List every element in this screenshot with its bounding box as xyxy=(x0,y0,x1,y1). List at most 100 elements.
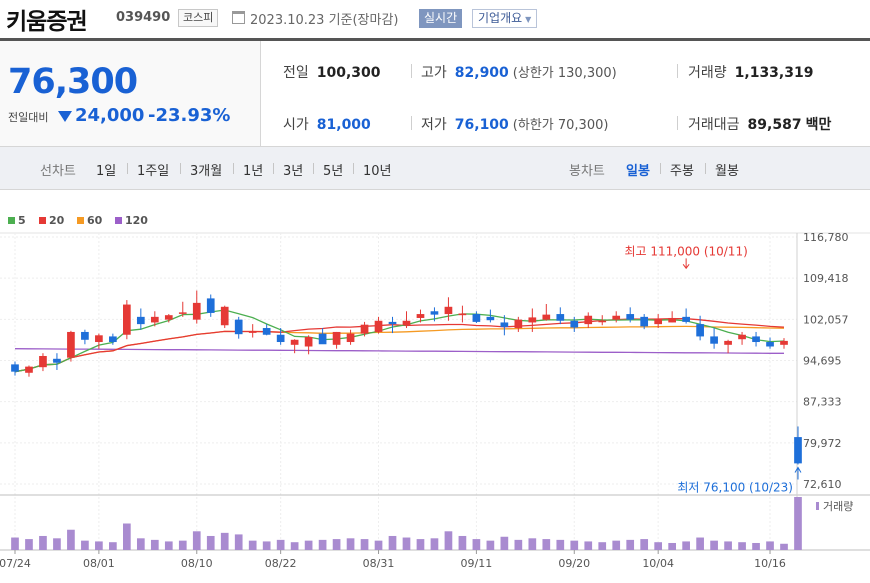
line-chart-label: 선차트 xyxy=(40,164,76,179)
current-price-box: 76,300 전일대비 24,000 -23.93% xyxy=(0,41,261,146)
low-arrow xyxy=(794,466,802,480)
volume-legend-swatch xyxy=(816,502,819,510)
open-cell: 시가 81,000 xyxy=(283,114,371,134)
candle-body xyxy=(626,314,635,320)
candle-body xyxy=(346,333,355,343)
divider xyxy=(127,163,128,174)
divider xyxy=(411,64,412,78)
x-tick-label: 08/10 xyxy=(181,557,213,570)
candle-body xyxy=(164,315,173,320)
open-value: 81,000 xyxy=(316,117,371,133)
period-3m[interactable]: 3개월 xyxy=(190,164,223,179)
volume-bar xyxy=(123,523,131,550)
volume-bar xyxy=(304,540,313,550)
period-1d[interactable]: 1일 xyxy=(96,164,117,179)
divider xyxy=(233,163,234,174)
divider xyxy=(677,64,678,78)
legend-label: 20 xyxy=(49,214,65,227)
candle-body xyxy=(25,366,33,373)
candle-body xyxy=(430,311,439,315)
candle-body xyxy=(640,316,649,327)
volume-bar xyxy=(109,542,117,550)
volume-bar xyxy=(766,541,774,550)
candle-weekly[interactable]: 주봉 xyxy=(670,164,694,179)
y-tick-label: 102,057 xyxy=(803,313,849,326)
ma-legend: 5 20 60 120 xyxy=(8,214,148,227)
candle-daily[interactable]: 일봉 xyxy=(626,164,650,179)
divider xyxy=(353,163,354,174)
candle-body xyxy=(752,336,760,343)
volume-bar xyxy=(192,531,201,550)
volume-legend-label: 거래량 xyxy=(823,500,853,513)
candle-body xyxy=(234,319,243,335)
period-3y[interactable]: 3년 xyxy=(283,164,304,179)
price-chart[interactable]: 5 20 60 120 116,780 109,418 102,057 94,695 87,3… xyxy=(0,210,870,583)
candle-body xyxy=(95,335,103,343)
candle-body xyxy=(780,340,788,345)
candle-body xyxy=(360,324,369,334)
candle-body xyxy=(123,304,131,335)
period-5y[interactable]: 5년 xyxy=(323,164,344,179)
calendar-icon xyxy=(232,11,245,24)
volume-bars: 거래량 xyxy=(11,497,853,550)
candle-body xyxy=(318,333,327,345)
legend-swatch xyxy=(77,217,84,224)
volume-bar xyxy=(11,537,19,550)
base-date: 2023.10.23 기준(장마감) xyxy=(250,13,399,28)
candle-body xyxy=(109,336,117,343)
candle-body xyxy=(766,342,774,347)
high-annotation: 최고 111,000 (10/11) xyxy=(624,244,747,258)
candle-body xyxy=(192,302,201,320)
stock-header: 키움증권 039490 코스피 2023.10.23 기준(장마감) 실시간 기… xyxy=(0,0,870,38)
divider xyxy=(180,163,181,174)
prev-close-label: 전일 xyxy=(283,65,309,81)
volume-bar xyxy=(780,543,788,550)
volume-bar xyxy=(290,542,299,550)
candle-body xyxy=(11,364,19,372)
y-tick-label: 79,972 xyxy=(803,437,842,450)
candle-body xyxy=(486,316,495,321)
volume-bar xyxy=(95,541,103,550)
period-1w[interactable]: 1주일 xyxy=(137,164,170,179)
candle-body xyxy=(53,358,61,363)
volume-bar xyxy=(542,539,551,550)
candle-body xyxy=(81,331,89,340)
header-divider xyxy=(0,38,870,41)
legend-swatch xyxy=(8,217,15,224)
volume-bar xyxy=(416,539,425,550)
candle-body xyxy=(178,312,187,314)
stock-code: 039490 xyxy=(116,10,171,25)
volume-bar xyxy=(598,542,607,550)
y-axis: 116,780 109,418 102,057 94,695 87,333 79,972 7… xyxy=(803,231,849,491)
volume-bar xyxy=(486,540,495,550)
volume-bar xyxy=(514,539,523,550)
volume-value: 1,133,319 xyxy=(734,65,814,81)
candle-monthly[interactable]: 월봉 xyxy=(715,164,739,179)
volume-cell: 거래량 1,133,319 xyxy=(688,62,813,82)
volume-bar xyxy=(206,535,215,550)
volume-bar xyxy=(262,541,271,550)
volume-bar xyxy=(39,535,47,550)
open-label: 시가 xyxy=(283,117,309,133)
candle-body xyxy=(248,331,257,333)
period-10y[interactable]: 10년 xyxy=(363,164,392,179)
volume-bar xyxy=(640,539,649,550)
prev-close-cell: 전일 100,300 xyxy=(283,62,381,82)
candle-body xyxy=(556,314,565,321)
company-overview-dropdown[interactable]: 기업개요 ▼ xyxy=(472,9,538,28)
trade-value-label: 거래대금 xyxy=(688,117,740,133)
realtime-button[interactable]: 실시간 xyxy=(419,9,463,28)
high-label: 고가 xyxy=(421,65,447,81)
volume-bar xyxy=(794,497,802,550)
x-tick-label: 08/22 xyxy=(265,557,297,570)
change-percent: -23.93% xyxy=(148,105,231,126)
x-axis: 07/24 08/01 08/10 08/22 08/31 09/11 09/20 10/04… xyxy=(0,550,786,570)
period-1y[interactable]: 1년 xyxy=(243,164,264,179)
volume-bar xyxy=(500,536,509,550)
candle-chart-label: 봉차트 xyxy=(569,164,605,179)
x-tick-label: 08/01 xyxy=(83,557,115,570)
volume-bar xyxy=(332,539,341,550)
volume-bar xyxy=(724,541,732,550)
candle-body xyxy=(276,334,285,343)
candle-body xyxy=(612,315,621,320)
